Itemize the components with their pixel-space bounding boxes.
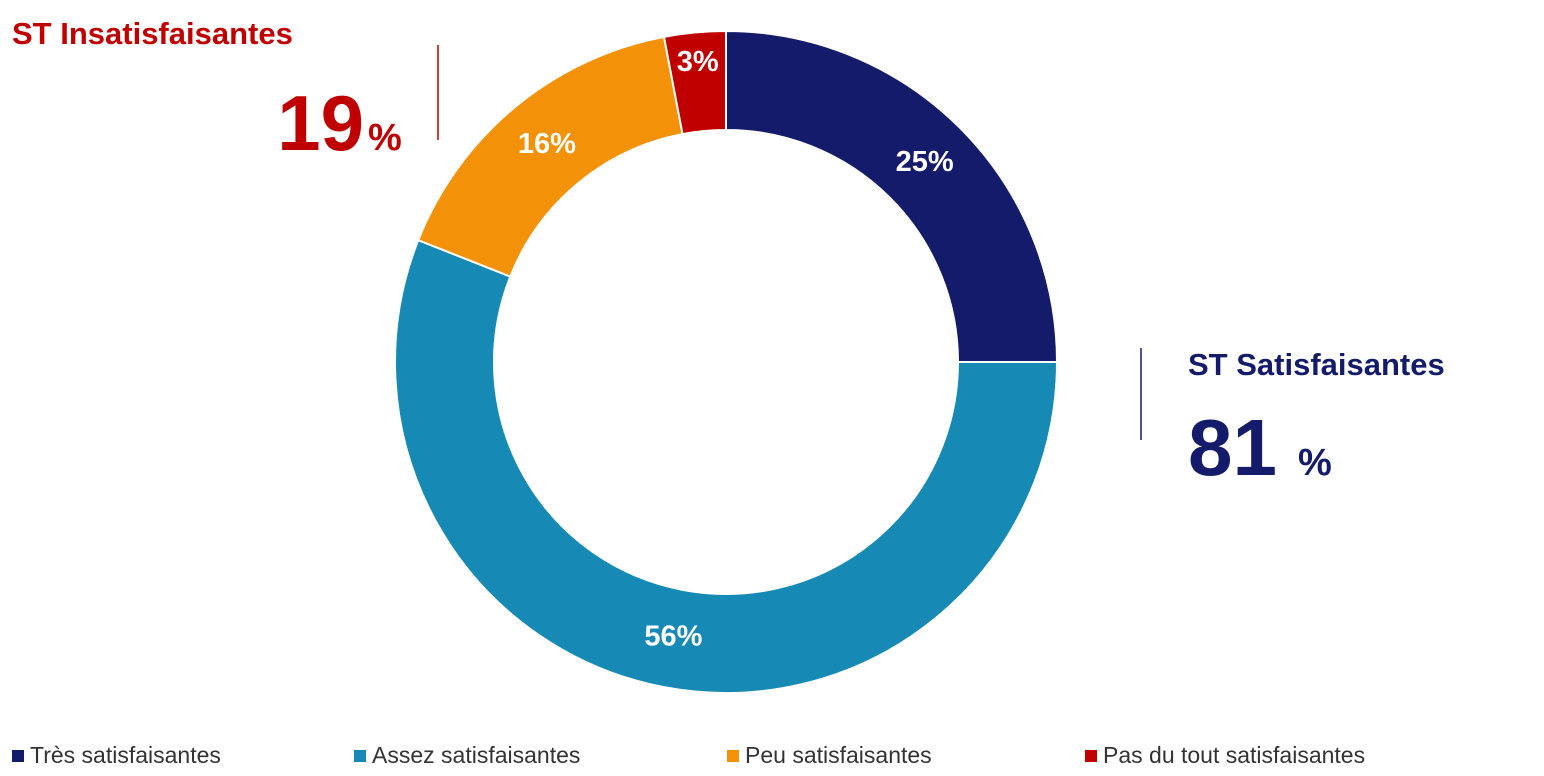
- legend-label: Très satisfaisantes: [30, 742, 221, 768]
- data-label: 25%: [896, 146, 954, 178]
- donut-slice: [394, 238, 1059, 694]
- annotation-value: 81: [1188, 403, 1277, 492]
- donut-slice: [662, 29, 727, 136]
- legend-label: Pas du tout satisfaisantes: [1103, 742, 1365, 768]
- annotation-unit: %: [368, 117, 402, 159]
- data-label: 16%: [518, 128, 576, 160]
- legend-label: Peu satisfaisantes: [745, 742, 932, 768]
- legend-swatch: [354, 750, 366, 762]
- legend-label: Assez satisfaisantes: [372, 742, 580, 768]
- legend-swatch: [727, 750, 739, 762]
- donut-slice: [725, 29, 1059, 363]
- legend-swatch: [1085, 750, 1097, 762]
- legend-swatch: [12, 750, 24, 762]
- data-label: 56%: [644, 621, 702, 653]
- annotation-unit: %: [1298, 442, 1332, 484]
- data-label: 3%: [677, 46, 719, 78]
- annotation-title: ST Satisfaisantes: [1188, 347, 1445, 382]
- annotation-value: 19: [277, 79, 364, 167]
- annotation-title: ST Insatisfaisantes: [12, 16, 293, 51]
